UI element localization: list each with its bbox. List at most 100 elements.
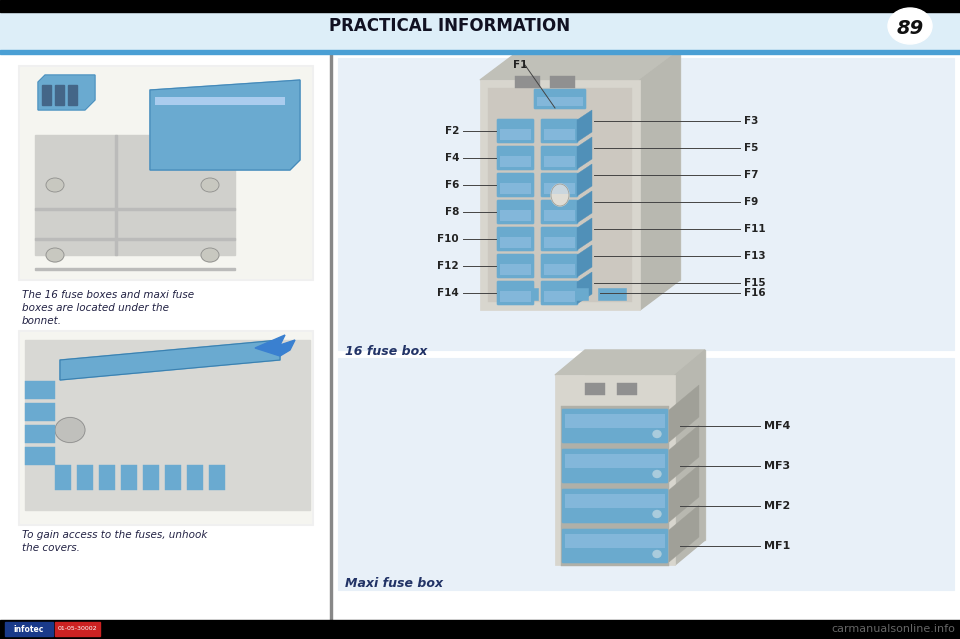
FancyBboxPatch shape	[562, 489, 668, 523]
Bar	[500, 237, 531, 248]
Polygon shape	[480, 50, 680, 80]
FancyBboxPatch shape	[497, 227, 534, 251]
Bar	[338, 358, 954, 590]
FancyBboxPatch shape	[497, 254, 534, 278]
Bar	[0, 54, 332, 620]
Text: bonnet.: bonnet.	[22, 316, 62, 326]
FancyBboxPatch shape	[534, 89, 586, 109]
Polygon shape	[577, 245, 592, 277]
FancyBboxPatch shape	[497, 200, 534, 224]
Polygon shape	[38, 75, 95, 110]
Bar	[500, 210, 531, 221]
Polygon shape	[640, 50, 680, 310]
Bar	[0, 0, 960, 12]
Polygon shape	[60, 340, 280, 380]
Bar	[338, 58, 954, 350]
FancyBboxPatch shape	[497, 173, 534, 197]
Bar	[25, 340, 310, 510]
Bar	[544, 291, 575, 302]
Text: F12: F12	[438, 261, 459, 271]
Polygon shape	[577, 137, 592, 169]
Polygon shape	[255, 335, 295, 356]
Text: F6: F6	[444, 180, 459, 190]
Ellipse shape	[55, 417, 85, 442]
Bar	[550, 76, 575, 88]
Bar	[5, 622, 53, 636]
Bar	[55, 85, 64, 105]
Bar	[115, 135, 117, 255]
Bar	[480, 80, 640, 310]
Ellipse shape	[653, 511, 661, 518]
Bar	[598, 288, 626, 300]
Polygon shape	[577, 191, 592, 223]
Text: MF3: MF3	[764, 461, 790, 471]
Bar	[544, 264, 575, 275]
Bar	[42, 85, 51, 105]
Bar	[187, 465, 203, 490]
Polygon shape	[669, 425, 699, 482]
Bar	[500, 156, 531, 167]
Text: F8: F8	[444, 207, 459, 217]
Text: F1: F1	[513, 60, 527, 70]
FancyBboxPatch shape	[541, 281, 578, 305]
Bar	[25, 403, 55, 421]
Text: MF4: MF4	[764, 421, 790, 431]
Bar	[35, 135, 235, 255]
Bar	[155, 97, 285, 105]
Text: F2: F2	[444, 126, 459, 136]
Bar	[561, 446, 669, 486]
Ellipse shape	[551, 184, 569, 206]
Text: F14: F14	[437, 288, 459, 298]
Bar	[544, 129, 575, 140]
Text: F10: F10	[438, 234, 459, 244]
Polygon shape	[577, 272, 592, 304]
Bar	[121, 465, 137, 490]
Bar	[20, 67, 311, 278]
FancyBboxPatch shape	[541, 200, 578, 224]
Bar	[488, 88, 632, 302]
Bar	[0, 50, 960, 54]
FancyBboxPatch shape	[497, 146, 534, 170]
Text: The 16 fuse boxes and maxi fuse: The 16 fuse boxes and maxi fuse	[22, 290, 194, 300]
Polygon shape	[555, 350, 705, 375]
Bar	[510, 288, 538, 300]
Bar	[515, 76, 540, 88]
FancyBboxPatch shape	[562, 529, 668, 563]
Bar	[35, 238, 235, 240]
Bar	[143, 465, 159, 490]
Text: PRACTICAL INFORMATION: PRACTICAL INFORMATION	[329, 17, 570, 35]
Bar	[565, 454, 665, 468]
FancyBboxPatch shape	[562, 409, 668, 443]
FancyBboxPatch shape	[562, 449, 668, 483]
Bar	[544, 237, 575, 248]
Bar	[35, 268, 235, 270]
Text: 89: 89	[897, 19, 924, 38]
Text: F15: F15	[744, 278, 766, 288]
Bar	[330, 54, 332, 620]
FancyBboxPatch shape	[541, 254, 578, 278]
Ellipse shape	[653, 470, 661, 477]
Ellipse shape	[653, 431, 661, 438]
Bar	[561, 406, 669, 446]
Ellipse shape	[201, 178, 219, 192]
Bar	[165, 465, 181, 490]
Bar	[20, 332, 311, 523]
Bar	[565, 414, 665, 428]
Text: F11: F11	[744, 224, 766, 234]
Bar	[25, 340, 310, 510]
FancyBboxPatch shape	[541, 146, 578, 170]
Text: MF2: MF2	[764, 501, 790, 511]
Ellipse shape	[46, 248, 64, 262]
Bar	[0, 12, 960, 50]
Bar	[537, 97, 583, 106]
Bar	[18, 65, 313, 280]
Bar	[25, 381, 55, 399]
Text: 16 fuse box: 16 fuse box	[345, 345, 427, 358]
Bar	[68, 85, 77, 105]
Text: F4: F4	[444, 153, 459, 163]
FancyBboxPatch shape	[541, 173, 578, 197]
Bar	[561, 486, 669, 526]
Polygon shape	[577, 218, 592, 250]
Bar	[565, 534, 665, 548]
Text: boxes are located under the: boxes are located under the	[22, 303, 169, 313]
